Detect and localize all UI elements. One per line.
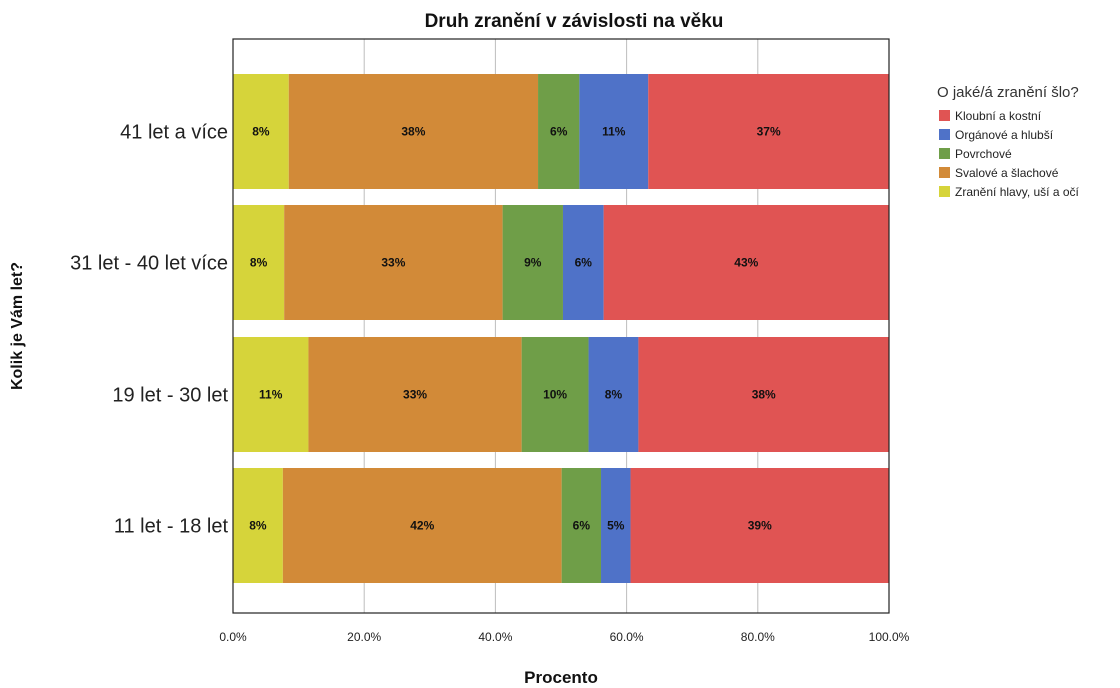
data-label: 39% xyxy=(748,519,772,533)
bar-segment xyxy=(638,337,889,452)
bar-segment xyxy=(648,74,889,189)
x-tick-label: 60.0% xyxy=(610,630,644,644)
data-label: 9% xyxy=(524,256,542,270)
x-tick-label: 40.0% xyxy=(478,630,512,644)
data-label: 6% xyxy=(573,519,591,533)
bar-segment xyxy=(579,74,649,189)
category-labels: 41 let a více 31 let - 40 let více 19 let … xyxy=(70,122,228,538)
bar-segment xyxy=(233,468,283,583)
chart-title: Druh zranění v závislosti na věku xyxy=(425,11,724,32)
data-label: 6% xyxy=(575,256,593,270)
data-label: 43% xyxy=(734,256,758,270)
legend-swatch xyxy=(939,110,950,121)
bar-segment xyxy=(538,74,580,189)
category-label: 41 let a více xyxy=(120,122,228,144)
data-label: 6% xyxy=(550,125,568,139)
bar-segment xyxy=(502,205,563,320)
bar-segment xyxy=(284,205,503,320)
bar-segment xyxy=(233,337,309,452)
category-label: 19 let - 30 let xyxy=(112,385,228,407)
bar-segment xyxy=(282,468,562,583)
bar-segment xyxy=(521,337,589,452)
data-label: 10% xyxy=(543,388,567,402)
data-label: 8% xyxy=(250,256,268,270)
data-label: 8% xyxy=(605,388,623,402)
x-tick-label: 80.0% xyxy=(741,630,775,644)
bar-segment xyxy=(561,468,602,583)
data-label: 33% xyxy=(381,256,405,270)
legend-label: Povrchové xyxy=(955,147,1012,161)
data-label: 11% xyxy=(602,125,626,139)
x-axis-label: Procento xyxy=(524,668,598,687)
legend-label: Orgánové a hlubší xyxy=(955,128,1054,142)
bars: 8% 38% 6% 11% 37% 8% 33% 9% 6% 43% 11% 33% 10% 8% 38% 8… xyxy=(233,74,889,583)
bar-segment xyxy=(233,205,285,320)
data-label: 42% xyxy=(410,519,434,533)
bar-segment xyxy=(562,205,604,320)
y-axis-label: Kolik je Vám let? xyxy=(9,262,26,390)
data-label: 33% xyxy=(403,388,427,402)
data-label: 37% xyxy=(757,125,781,139)
x-tick-label: 100.0% xyxy=(869,630,910,644)
data-label: 38% xyxy=(401,125,425,139)
category-label: 11 let - 18 let xyxy=(114,516,229,538)
legend: O jaké/á zranění šlo? Kloubní a kostní Or… xyxy=(937,84,1080,199)
data-label: 8% xyxy=(249,519,267,533)
x-tick-label: 20.0% xyxy=(347,630,381,644)
category-label: 31 let - 40 let více xyxy=(70,253,228,275)
data-label: 11% xyxy=(259,388,283,402)
legend-swatch xyxy=(939,186,950,197)
data-label: 8% xyxy=(252,125,270,139)
legend-swatch xyxy=(939,148,950,159)
x-tick-labels: 0.0% 20.0% 40.0% 60.0% 80.0% 100.0% xyxy=(219,630,909,644)
bar-segment xyxy=(601,468,631,583)
x-tick-label: 0.0% xyxy=(219,630,247,644)
legend-label: Zranění hlavy, uší a očí xyxy=(955,185,1080,199)
legend-label: Svalové a šlachové xyxy=(955,166,1059,180)
bar-segment xyxy=(630,468,889,583)
data-label: 38% xyxy=(752,388,776,402)
plot-frame xyxy=(232,38,890,614)
bar-segment xyxy=(588,337,639,452)
legend-swatch xyxy=(939,129,950,140)
bar-segment xyxy=(308,337,522,452)
bar-segment xyxy=(288,74,539,189)
legend-swatch xyxy=(939,167,950,178)
bar-segment xyxy=(233,74,289,189)
data-label: 5% xyxy=(607,519,625,533)
legend-label: Kloubní a kostní xyxy=(955,109,1042,123)
legend-title: O jaké/á zranění šlo? xyxy=(937,84,1079,101)
bar-segment xyxy=(603,205,889,320)
